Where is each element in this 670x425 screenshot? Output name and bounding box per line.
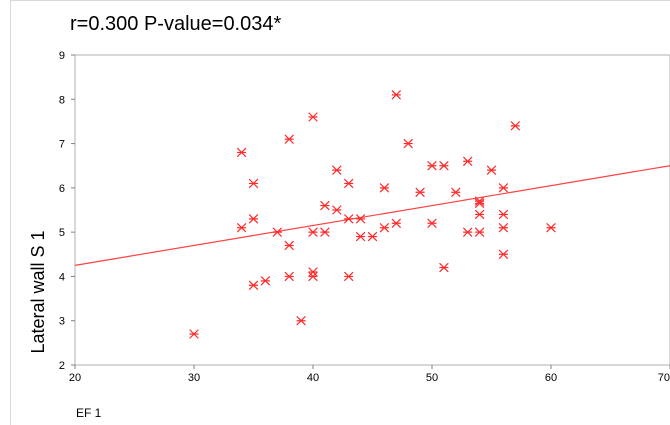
x-tick-label: 40 (307, 372, 319, 384)
data-point (391, 218, 401, 228)
data-point (260, 276, 270, 286)
data-point (498, 223, 508, 233)
data-point (308, 267, 318, 277)
frame-border-left (10, 0, 11, 425)
data-point (498, 183, 508, 193)
data-point (344, 271, 354, 282)
data-point (463, 227, 473, 237)
y-tick-label: 9 (59, 50, 65, 62)
data-point (248, 178, 259, 189)
data-point (486, 165, 497, 175)
data-points (189, 90, 556, 339)
data-point (296, 316, 306, 326)
axis-ticks: 2 3 4 5 6 7 8 9 20 30 40 50 60 70 (59, 50, 670, 384)
data-point (427, 218, 437, 228)
data-point (344, 178, 354, 189)
data-point (356, 231, 366, 242)
data-point (308, 271, 318, 282)
data-point (189, 329, 199, 339)
data-point (332, 165, 342, 175)
y-tick-label: 4 (59, 271, 65, 283)
data-point (344, 214, 354, 224)
data-point (308, 227, 318, 237)
y-tick-label: 5 (59, 227, 65, 239)
data-point (498, 209, 508, 220)
data-point (415, 187, 425, 197)
data-point (427, 161, 437, 171)
regression-line (74, 165, 670, 266)
data-point (367, 231, 378, 242)
x-tick-label: 60 (545, 372, 557, 384)
data-point (510, 121, 520, 131)
y-tick-label: 2 (59, 360, 65, 372)
data-point (463, 156, 473, 166)
data-point (284, 134, 294, 144)
regression-line-group (74, 165, 670, 266)
x-tick-label: 50 (426, 372, 438, 384)
data-point (546, 223, 556, 233)
y-tick-label: 3 (59, 316, 65, 328)
x-axis-label: EF 1 (76, 406, 102, 420)
plot-area (74, 54, 670, 366)
data-point (320, 200, 330, 211)
y-axis-label: Lateral wall S 1 (28, 230, 48, 353)
data-point (248, 214, 259, 224)
data-point (284, 240, 294, 251)
data-point (272, 227, 282, 237)
data-point (379, 183, 389, 193)
y-tick-label: 8 (59, 94, 65, 106)
y-tick-label: 7 (59, 139, 65, 151)
data-point (439, 161, 449, 171)
x-tick-label: 20 (69, 372, 81, 384)
data-point (451, 187, 461, 197)
chart-title: r=0.300 P-value=0.034* (70, 13, 281, 35)
data-point (356, 214, 366, 224)
data-point (248, 280, 259, 290)
data-point (475, 198, 485, 208)
data-point (308, 112, 318, 122)
data-point (439, 262, 449, 273)
data-point (498, 249, 508, 259)
data-point (237, 147, 247, 158)
data-point (320, 227, 330, 237)
data-point (379, 223, 389, 233)
data-point (237, 223, 247, 233)
x-tick-label: 70 (658, 372, 670, 384)
data-point (475, 209, 485, 220)
data-point (391, 90, 401, 100)
y-tick-label: 6 (59, 183, 65, 195)
x-tick-label: 30 (188, 372, 200, 384)
data-point (475, 227, 485, 237)
data-point (284, 271, 294, 282)
data-point (332, 205, 342, 215)
frame-border-top (10, 0, 670, 1)
data-point (403, 138, 413, 149)
